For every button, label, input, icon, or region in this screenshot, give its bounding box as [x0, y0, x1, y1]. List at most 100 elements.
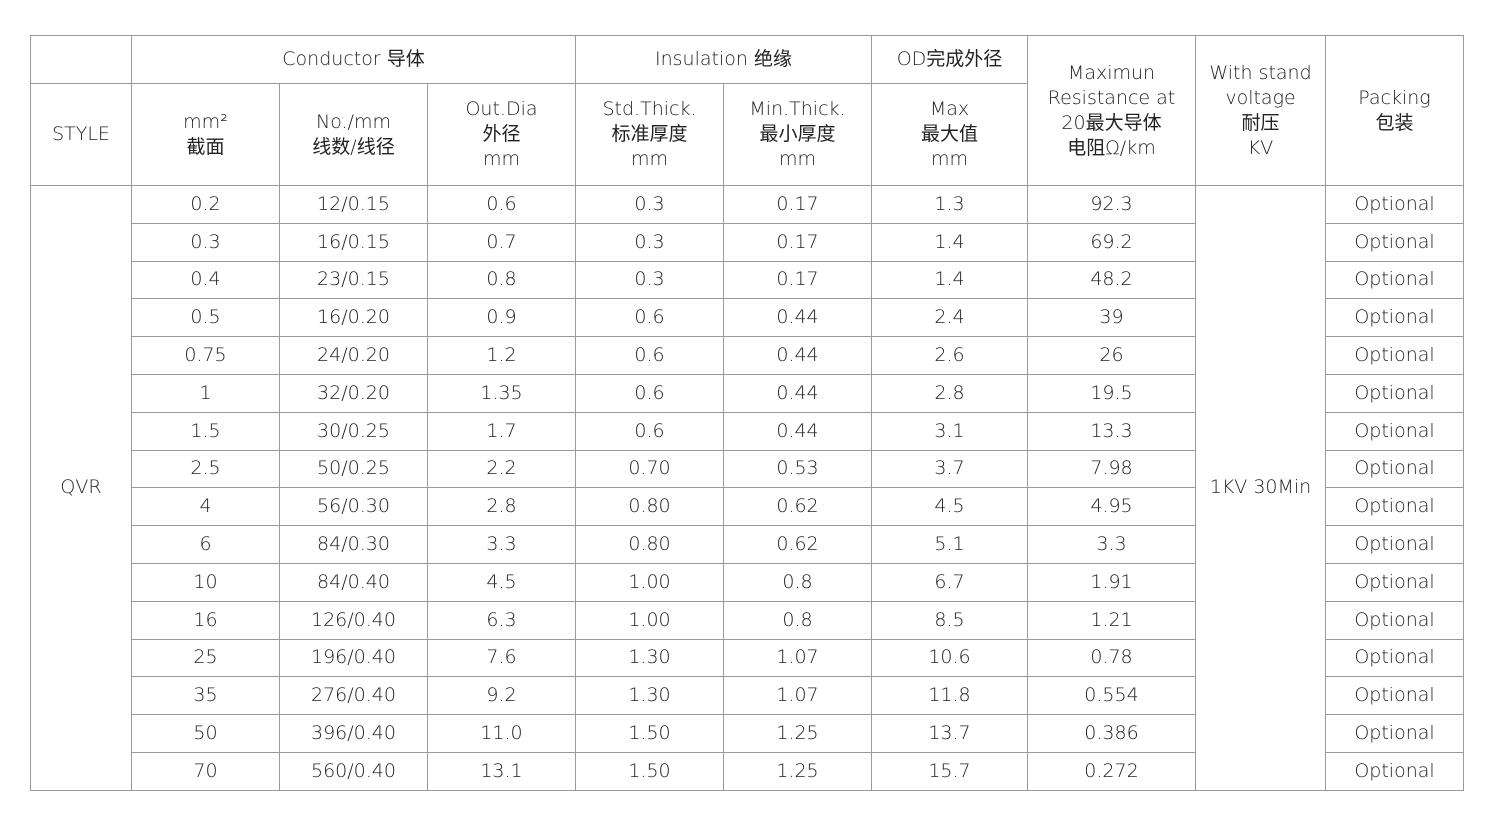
header-style: STYLE	[30, 83, 132, 186]
cell-area: 50	[131, 714, 280, 753]
cell-packing: Optional	[1325, 525, 1464, 564]
cell-resistance: 0.272	[1027, 751, 1196, 791]
cell-strands: 12/0.15	[279, 185, 428, 224]
cell-packing: Optional	[1325, 600, 1464, 640]
header-out-dia: Out.Dia 外径 mm	[427, 83, 576, 186]
cell-od-max: 2.4	[871, 298, 1028, 338]
cell-out-dia: 2.2	[427, 449, 576, 489]
cell-min-thick: 0.8	[723, 600, 872, 640]
cell-od-max: 10.6	[871, 638, 1028, 678]
cell-std-thick: 0.80	[575, 525, 724, 564]
cell-std-thick: 1.00	[575, 600, 724, 640]
cell-out-dia: 3.3	[427, 525, 576, 564]
cell-std-thick: 1.30	[575, 638, 724, 678]
cell-packing: Optional	[1325, 638, 1464, 678]
cell-out-dia: 0.8	[427, 260, 576, 300]
header-line: mm	[482, 148, 521, 170]
cell-packing: Optional	[1325, 411, 1464, 451]
cell-area: 2.5	[131, 449, 280, 489]
cell-min-thick: 1.25	[723, 751, 872, 791]
cell-std-thick: 0.6	[575, 336, 724, 375]
header-line: 耐压	[1241, 111, 1280, 134]
cell-od-max: 13.7	[871, 714, 1028, 753]
cell-resistance: 0.386	[1027, 714, 1196, 753]
table-row: QVR 0.2 12/0.15 0.6 0.3 0.17 1.3 92.3 1KV 30Min O…	[30, 185, 1464, 791]
header-line: 外径	[482, 123, 521, 145]
cell-std-thick: 0.3	[575, 260, 724, 300]
header-blank	[30, 35, 132, 84]
cell-area: 16	[131, 600, 280, 640]
header-line: 线数/线径	[312, 135, 395, 158]
cell-out-dia: 0.9	[427, 298, 576, 338]
cell-strands: 50/0.25	[279, 449, 428, 489]
cell-resistance: 0.78	[1027, 638, 1196, 678]
cell-strands: 56/0.30	[279, 487, 428, 527]
cell-out-dia: 9.2	[427, 676, 576, 716]
cell-area: 0.2	[131, 185, 280, 224]
cell-resistance: 13.3	[1027, 411, 1196, 451]
cell-area: 35	[131, 676, 280, 716]
cell-resistance: 26	[1027, 336, 1196, 375]
style-cell: QVR	[30, 185, 132, 791]
header-area: mm² 截面	[131, 83, 280, 186]
header-line: 最小厚度	[759, 123, 836, 145]
table-row: 70 560/0.40 13.1 1.50 1.25 15.7 0.272 Optional	[31, 751, 1464, 791]
cell-out-dia: 4.5	[427, 562, 576, 602]
table-row: 4 56/0.30 2.8 0.80 0.62 4.5 4.95 Optional	[31, 487, 1464, 527]
cell-area: 1	[131, 373, 280, 413]
header-line: KV	[1247, 136, 1274, 159]
cell-std-thick: 0.80	[575, 487, 724, 527]
header-row-1: Conductor 导体 Insulation 绝缘 OD完成外径 Maximu…	[30, 35, 1464, 186]
cell-area: 1.5	[131, 411, 280, 451]
table-row: 6 84/0.30 3.3 0.80 0.62 5.1 3.3 Optional	[31, 525, 1464, 564]
cell-min-thick: 0.62	[723, 525, 872, 564]
cell-packing: Optional	[1325, 751, 1464, 791]
cell-strands: 84/0.30	[279, 525, 428, 564]
cell-packing: Optional	[1325, 449, 1464, 489]
cell-strands: 16/0.20	[279, 298, 428, 338]
cell-resistance: 0.554	[1027, 676, 1196, 716]
header-insulation: Insulation 绝缘	[575, 35, 872, 84]
header-line: voltage	[1225, 86, 1296, 109]
table-row: 35 276/0.40 9.2 1.30 1.07 11.8 0.554 Optional	[31, 676, 1464, 716]
cell-out-dia: 11.0	[427, 714, 576, 753]
header-voltage: With stand voltage 耐压 KV	[1195, 35, 1326, 186]
cell-area: 0.75	[131, 336, 280, 375]
header-strands: No./mm 线数/线径	[279, 83, 428, 186]
cell-out-dia: 6.3	[427, 600, 576, 640]
cell-out-dia: 1.7	[427, 411, 576, 451]
voltage-cell: 1KV 30Min	[1195, 185, 1326, 791]
cell-strands: 276/0.40	[279, 676, 428, 716]
header-row-2: STYLE mm² 截面 No./mm 线数/线径 Out.Dia 外径 mm Std.…	[30, 83, 1464, 186]
cell-resistance: 4.95	[1027, 487, 1196, 527]
table-row: 25 196/0.40 7.6 1.30 1.07 10.6 0.78 Optional	[31, 638, 1464, 678]
cell-strands: 126/0.40	[279, 600, 428, 640]
header-line: Min.Thick.	[749, 98, 846, 120]
cell-out-dia: 13.1	[427, 751, 576, 791]
header-line: 截面	[186, 135, 225, 158]
header-resistance: Maximun Resistance at 20最大导体 电阻Ω/km	[1027, 35, 1196, 186]
cell-std-thick: 0.3	[575, 185, 724, 224]
table-row: 1 32/0.20 1.35 0.6 0.44 2.8 19.5 Optional	[31, 373, 1464, 413]
cell-min-thick: 0.44	[723, 298, 872, 338]
header-od: OD完成外径	[871, 35, 1028, 84]
cell-min-thick: 0.17	[723, 222, 872, 262]
cell-od-max: 2.8	[871, 373, 1028, 413]
header-line: 电阻Ω/km	[1067, 136, 1156, 159]
cell-od-max: 3.7	[871, 449, 1028, 489]
header-od-max: Max 最大值 mm	[871, 83, 1028, 186]
table-row: 0.75 24/0.20 1.2 0.6 0.44 2.6 26 Optional	[31, 336, 1464, 375]
cell-resistance: 1.21	[1027, 600, 1196, 640]
header-line: 包装	[1375, 111, 1414, 134]
header-line: Std.Thick.	[602, 98, 697, 120]
cell-packing: Optional	[1325, 714, 1464, 753]
header-line: Out.Dia	[465, 98, 538, 120]
header-line: No./mm	[316, 110, 391, 133]
cell-od-max: 4.5	[871, 487, 1028, 527]
cell-resistance: 92.3	[1027, 185, 1196, 224]
cell-resistance: 48.2	[1027, 260, 1196, 300]
cell-strands: 560/0.40	[279, 751, 428, 791]
cell-resistance: 19.5	[1027, 373, 1196, 413]
cell-std-thick: 0.70	[575, 449, 724, 489]
cell-packing: Optional	[1325, 222, 1464, 262]
